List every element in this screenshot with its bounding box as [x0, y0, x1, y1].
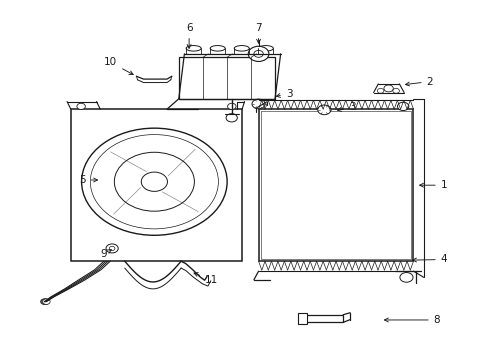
Text: 11: 11: [194, 273, 218, 285]
Circle shape: [41, 299, 48, 305]
Circle shape: [399, 273, 412, 282]
Circle shape: [383, 85, 392, 92]
Circle shape: [41, 299, 49, 305]
Text: 5: 5: [79, 175, 97, 185]
Text: 3: 3: [337, 103, 355, 112]
Bar: [298, 314, 306, 324]
Text: 2: 2: [405, 77, 432, 86]
Text: 7: 7: [255, 23, 262, 43]
Circle shape: [90, 135, 218, 229]
Ellipse shape: [234, 46, 249, 51]
Circle shape: [81, 128, 226, 235]
Circle shape: [42, 299, 50, 305]
Text: 1: 1: [419, 180, 447, 190]
Circle shape: [227, 103, 236, 109]
Circle shape: [225, 114, 237, 122]
Circle shape: [317, 105, 330, 115]
Text: 8: 8: [384, 315, 439, 325]
Circle shape: [42, 299, 49, 305]
Text: 6: 6: [185, 23, 192, 48]
Bar: [179, 57, 274, 99]
Ellipse shape: [210, 46, 225, 51]
Ellipse shape: [258, 46, 273, 51]
Bar: [258, 109, 413, 261]
Circle shape: [377, 89, 383, 93]
Circle shape: [392, 89, 399, 93]
Circle shape: [109, 246, 115, 251]
Circle shape: [77, 103, 85, 109]
Circle shape: [106, 244, 118, 253]
Bar: [261, 111, 410, 260]
Bar: [300, 315, 343, 323]
Bar: [71, 109, 242, 261]
Circle shape: [248, 46, 268, 62]
Text: 4: 4: [412, 255, 447, 265]
Circle shape: [114, 152, 194, 211]
Text: 10: 10: [104, 58, 133, 75]
Ellipse shape: [186, 46, 201, 51]
Text: 9: 9: [100, 249, 111, 259]
Text: 3: 3: [276, 89, 292, 99]
Circle shape: [397, 102, 408, 111]
Circle shape: [251, 99, 264, 109]
Circle shape: [141, 172, 167, 192]
Circle shape: [253, 50, 263, 57]
